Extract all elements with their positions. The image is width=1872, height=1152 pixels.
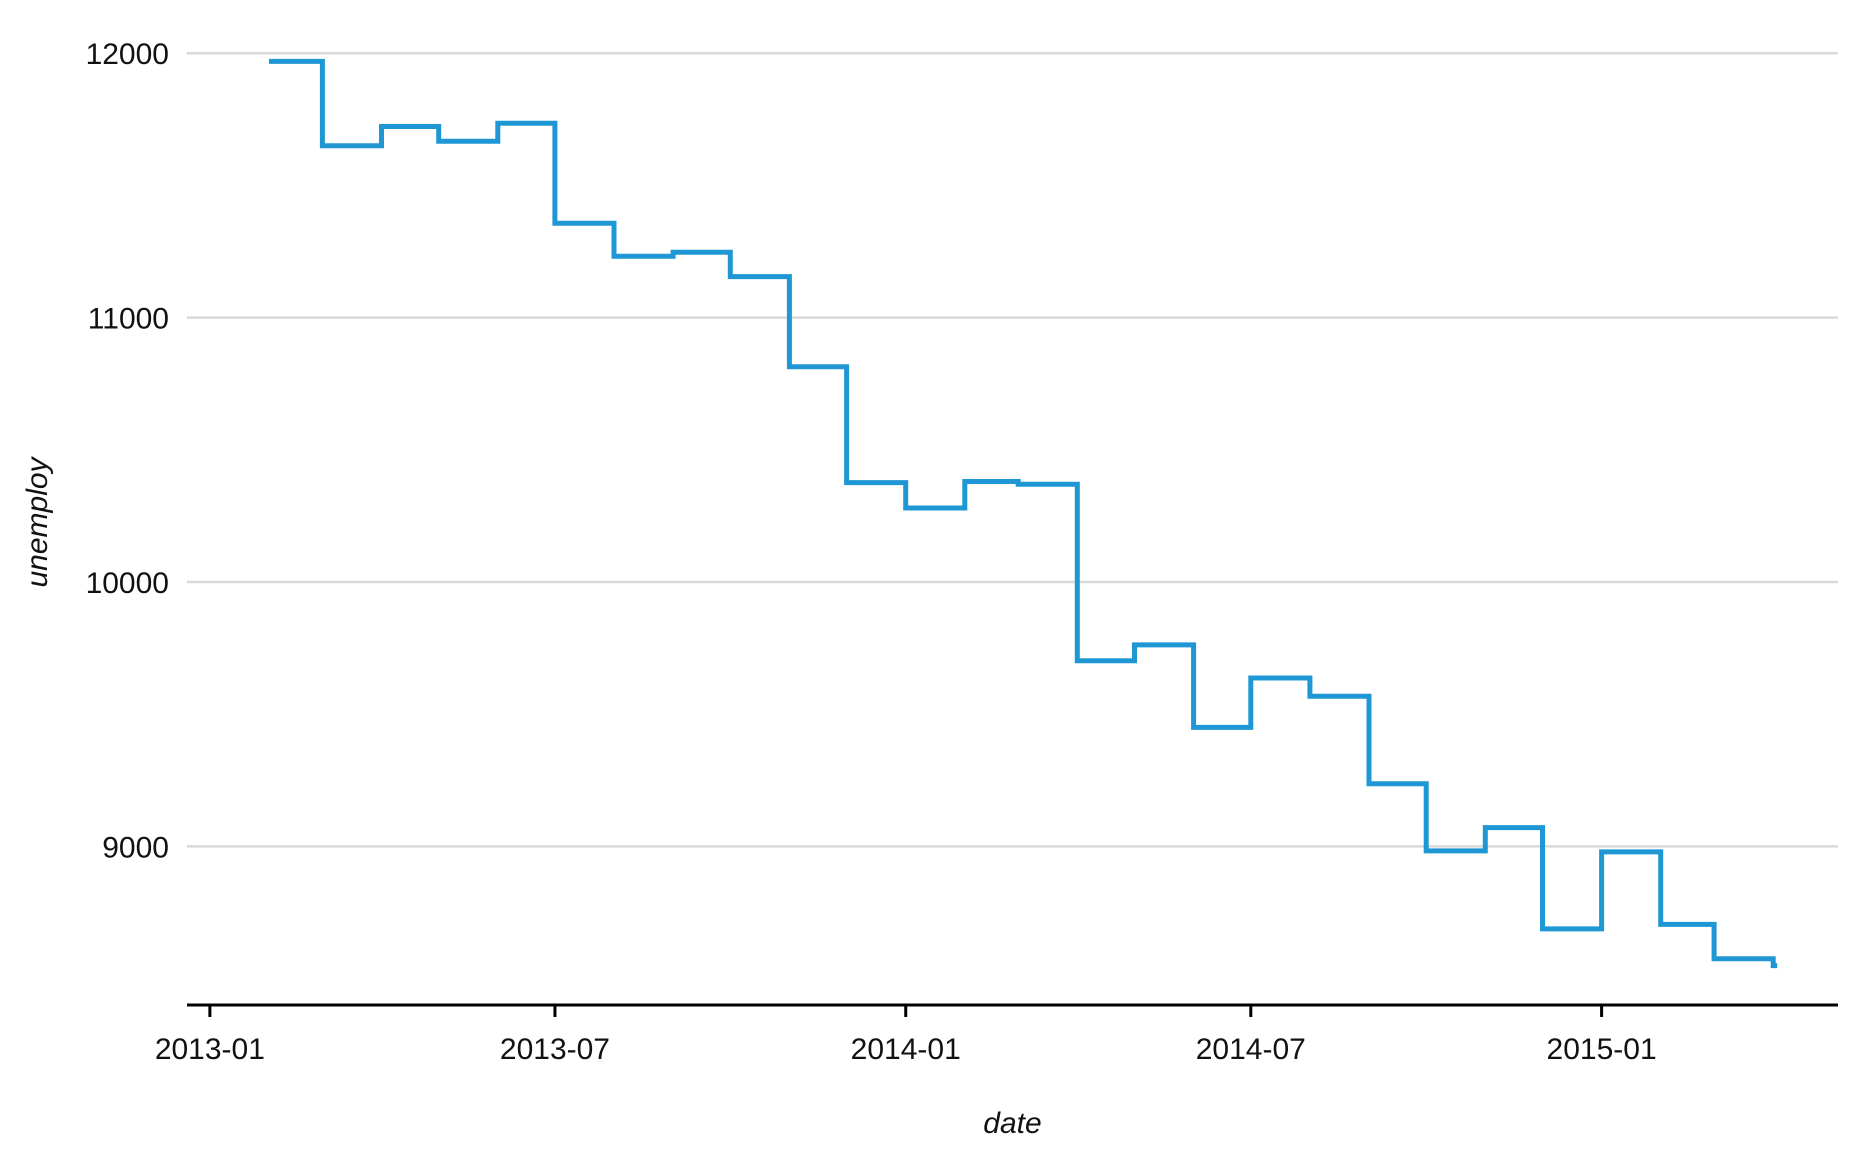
x-tick-label: 2014-01 (851, 1033, 961, 1066)
x-tick-label: 2014-07 (1196, 1033, 1306, 1066)
y-tick-label: 10000 (86, 567, 169, 600)
axes: 9000 10000 11000 12000 2013-01 2013-07 2014-01… (86, 38, 1838, 1066)
series-line-0 (269, 58, 1778, 969)
x-tick-label: 2013-01 (155, 1033, 265, 1066)
x-axis-title: date (983, 1107, 1041, 1140)
series-layer (269, 58, 1778, 969)
y-tick-label: 12000 (86, 38, 169, 71)
y-axis-title: unemploy (21, 455, 54, 587)
y-tick-label: 11000 (88, 303, 169, 336)
y-tick-label: 9000 (102, 831, 169, 864)
x-tick-label: 2015-01 (1547, 1033, 1657, 1066)
x-tick-label: 2013-07 (500, 1033, 610, 1066)
grid-lines (187, 51, 1838, 848)
